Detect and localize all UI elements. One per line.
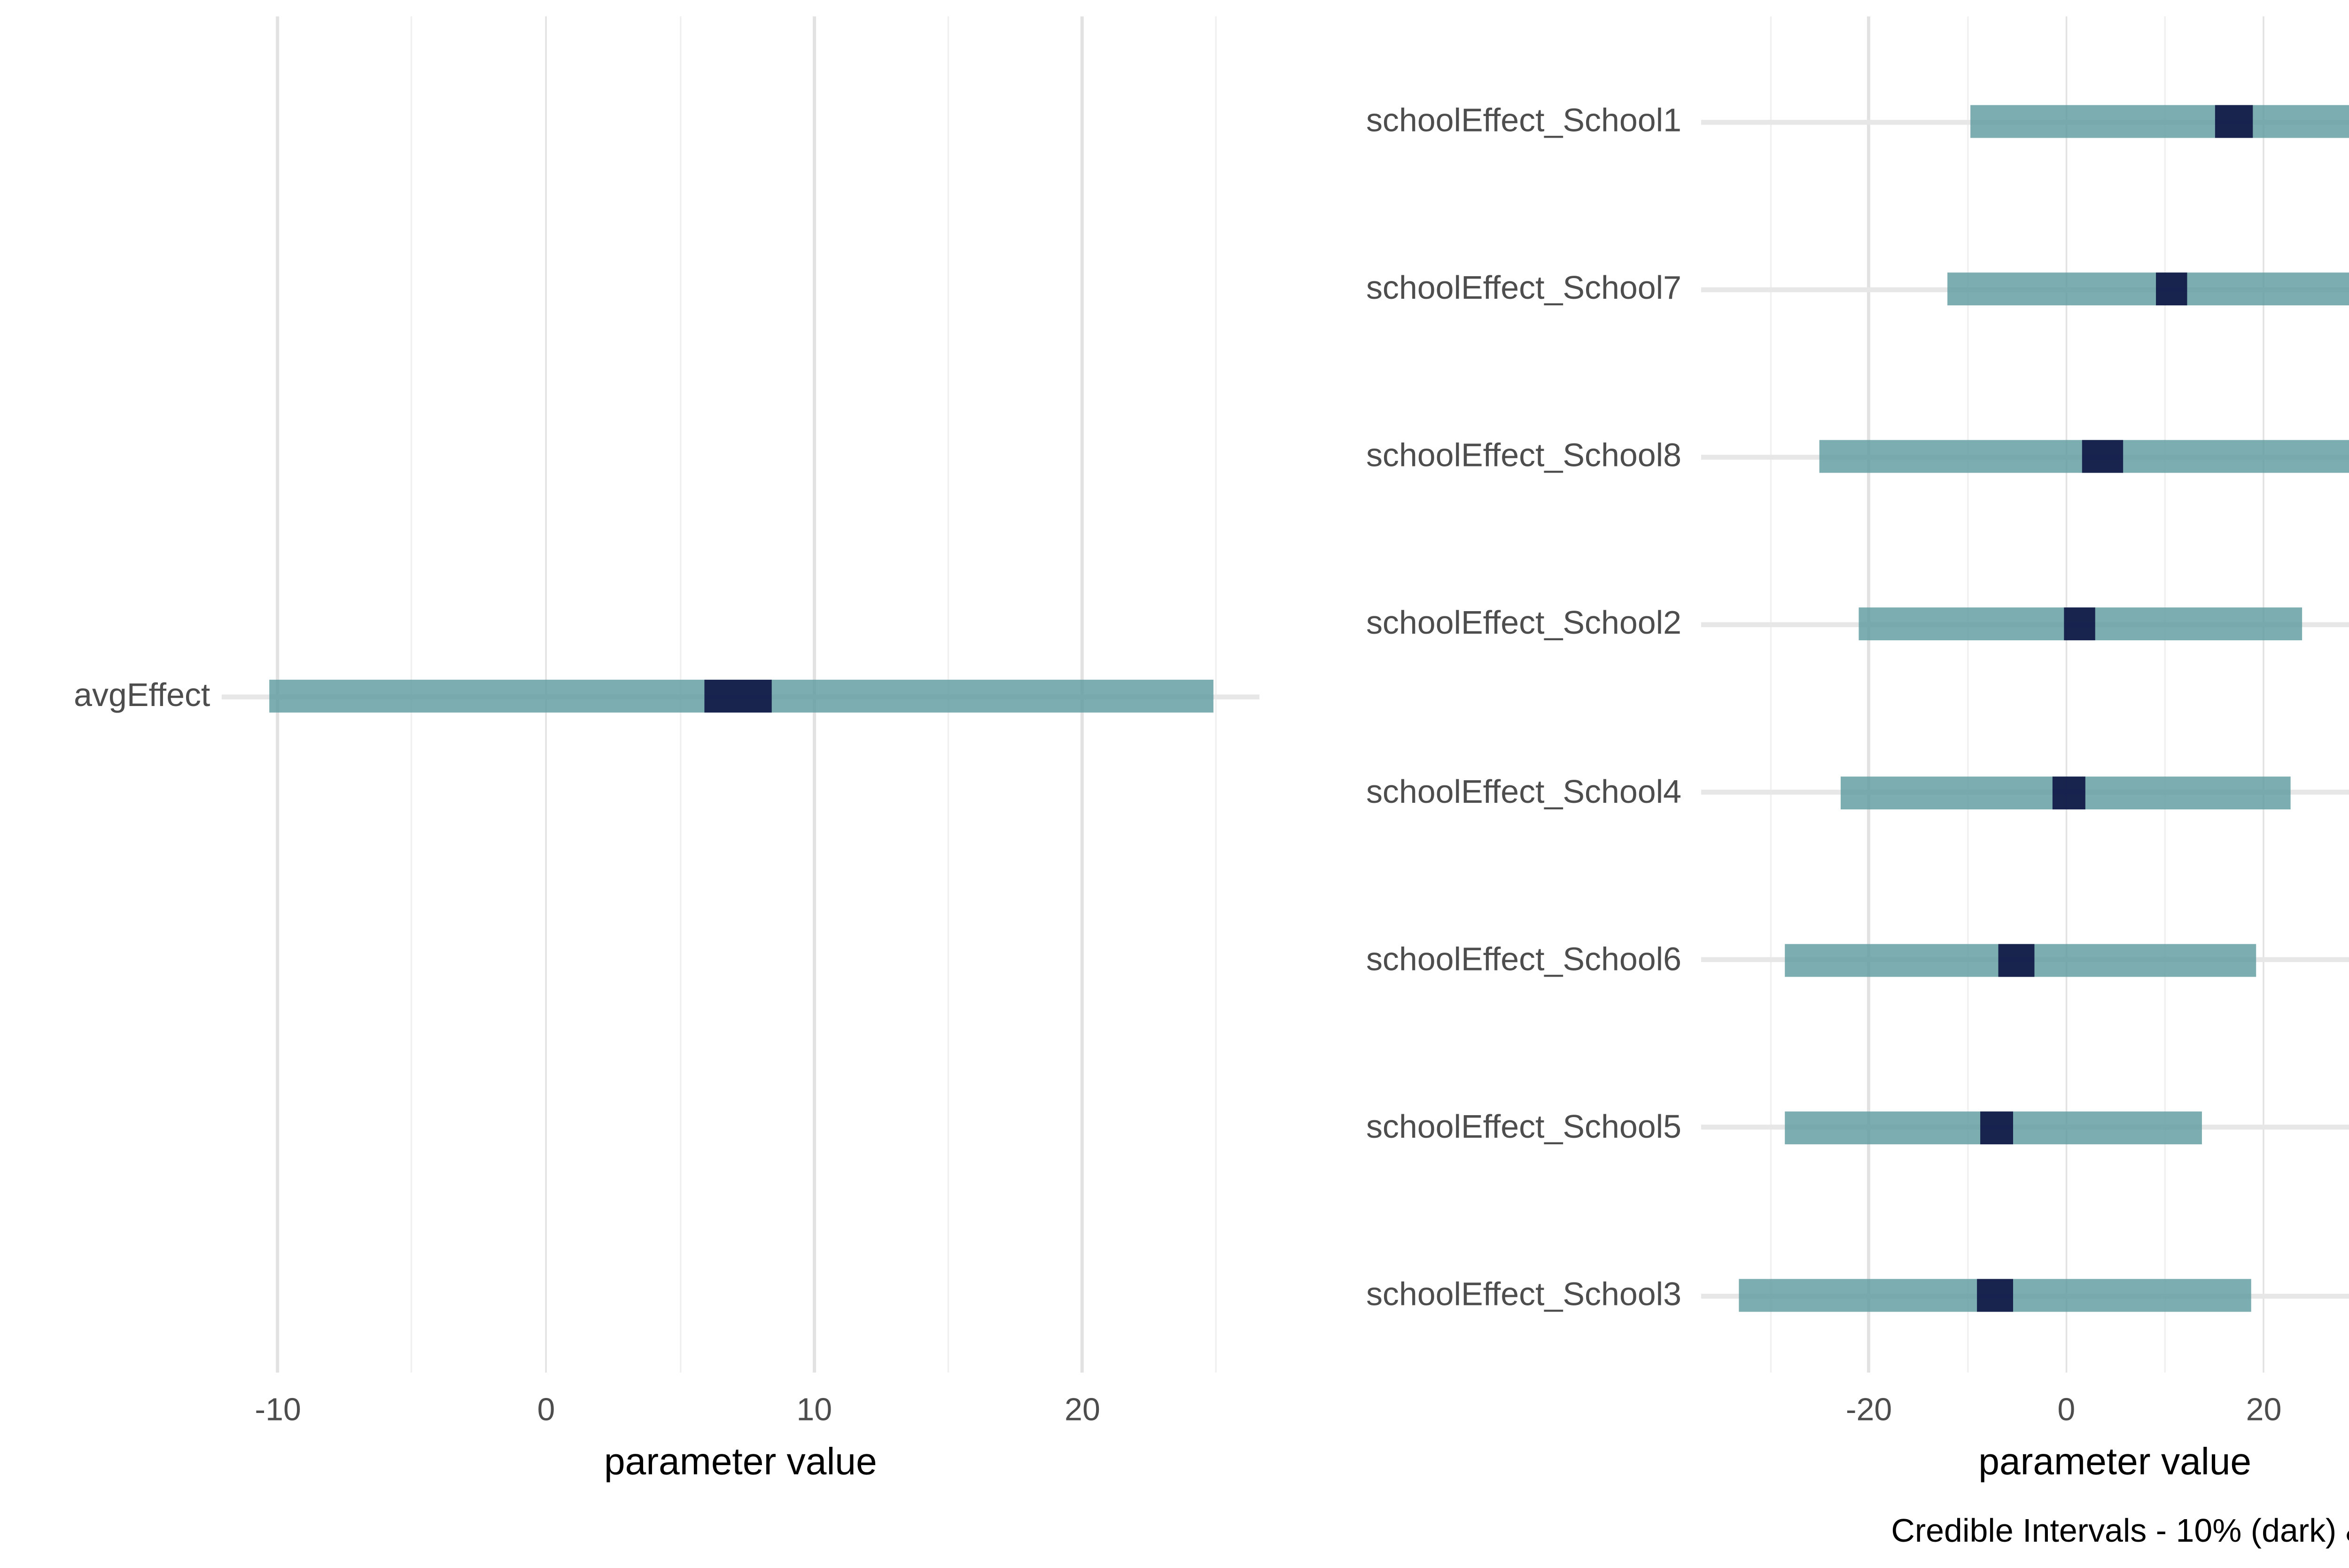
x-tick-label: -20: [1845, 1392, 1892, 1428]
interval-bar-10pct: [1979, 1111, 2013, 1144]
row-label: schoolEffect_School8: [1366, 439, 1681, 475]
left-plot-panel: -10 0 10 20: [221, 16, 1260, 1428]
interval-bar-10pct: [2214, 105, 2253, 138]
row-label: schoolEffect_School2: [1366, 606, 1681, 643]
x-tick-label: 20: [1065, 1392, 1100, 1428]
interval-bar-10pct: [2052, 776, 2085, 809]
row-label: schoolEffect_School3: [1366, 1277, 1681, 1314]
right-plot-panel: -2002040: [1701, 16, 2349, 1428]
right-x-axis-title: parameter value: [1978, 1440, 2252, 1483]
x-tick-label: 20: [2246, 1392, 2282, 1428]
figure-caption: Credible Intervals - 10% (dark) & 90% (l…: [1891, 1514, 2349, 1550]
row-label: schoolEffect_School7: [1366, 271, 1681, 307]
row-label: schoolEffect_School6: [1366, 942, 1681, 978]
interval-bar-90pct: [1947, 272, 2349, 306]
minor-gridline: [2164, 16, 2166, 1373]
row-label: schoolEffect_School5: [1366, 1110, 1681, 1146]
major-gridline: [1867, 16, 1870, 1373]
minor-gridline: [1967, 16, 1968, 1373]
interval-bar-10pct: [2156, 272, 2188, 306]
x-tick-label: -10: [255, 1392, 301, 1428]
major-gridline: [2262, 16, 2265, 1373]
major-gridline: [2065, 16, 2068, 1373]
interval-bar-90pct: [1969, 105, 2349, 138]
interval-bar-10pct: [2063, 608, 2096, 641]
row-label: schoolEffect_School1: [1366, 103, 1681, 140]
interval-bar-10pct: [704, 679, 771, 713]
interval-bar-10pct: [2082, 440, 2123, 474]
x-tick-label: 10: [796, 1392, 832, 1428]
x-tick-label: 0: [537, 1392, 555, 1428]
row-label: avgEffect: [74, 678, 210, 714]
row-label: schoolEffect_School4: [1366, 774, 1681, 811]
minor-gridline: [1769, 16, 1771, 1373]
interval-bar-10pct: [1976, 1279, 2013, 1312]
x-tick-label: 0: [2057, 1392, 2076, 1428]
interval-bar-10pct: [1998, 943, 2034, 977]
left-x-axis-title: parameter value: [604, 1440, 877, 1483]
